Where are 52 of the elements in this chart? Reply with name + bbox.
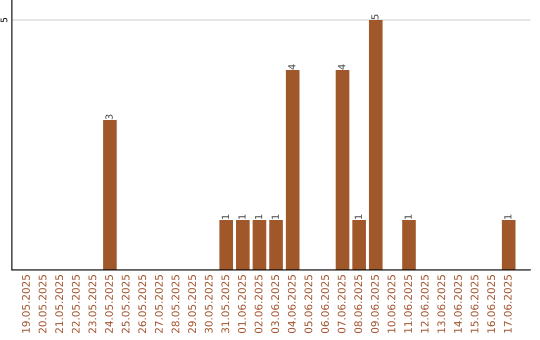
data-label: 1 (504, 214, 512, 219)
x-tick-label: 19.05.2025 (22, 275, 30, 333)
data-label: 5 (371, 14, 379, 20)
x-tick-label: 11.06.2025 (404, 275, 412, 333)
x-tick-label: 23.05.2025 (88, 275, 96, 334)
x-tick-label: 25.05.2025 (122, 275, 130, 334)
bar (352, 220, 366, 270)
bar (502, 220, 516, 270)
x-tick-label: 27.05.2025 (154, 275, 163, 334)
x-tick-label: 01.06.2025 (238, 275, 246, 334)
bar (252, 220, 266, 270)
x-tick-label: 13.06.2025 (437, 275, 446, 333)
bar (269, 220, 283, 270)
x-tick-label: 26.05.2025 (138, 275, 146, 334)
x-tick-label: 05.06.2025 (304, 275, 312, 334)
x-tick-label: 07.06.2025 (338, 275, 346, 334)
x-tick-label: 30.05.2025 (204, 275, 213, 333)
x-tick-label: 17.06.2025 (504, 275, 512, 333)
data-label: 4 (288, 64, 296, 70)
data-label: 3 (105, 114, 113, 120)
x-tick-label: 16.06.2025 (487, 275, 496, 333)
bar (402, 220, 416, 270)
bar (336, 70, 350, 270)
x-tick-label: 06.06.2025 (321, 275, 329, 334)
x-tick-label: 24.05.2025 (105, 275, 113, 334)
bar (236, 220, 250, 270)
data-label: 1 (354, 214, 362, 219)
x-tick-label: 29.05.2025 (188, 275, 196, 334)
x-tick-label: 04.06.2025 (288, 275, 296, 334)
x-tick-label: 14.06.2025 (454, 275, 462, 333)
bar (286, 70, 300, 270)
data-label: 1 (222, 214, 229, 219)
data-label: 1 (238, 214, 246, 219)
x-tick-label: 15.06.2025 (470, 275, 478, 333)
x-tick-label: 21.05.2025 (55, 275, 64, 334)
x-tick-label: 22.05.2025 (72, 275, 80, 334)
data-label: 1 (404, 214, 412, 219)
x-tick-label: 09.06.2025 (370, 275, 379, 334)
bar (368, 20, 383, 270)
data-label: 1 (272, 214, 279, 219)
data-label: 4 (338, 64, 346, 70)
bar (219, 220, 234, 270)
data-label: 1 (255, 214, 262, 219)
x-tick-label: 10.06.2025 (388, 275, 396, 333)
bar (103, 120, 117, 270)
x-tick-label: 02.06.2025 (254, 275, 262, 334)
x-tick-label: 03.06.2025 (271, 275, 280, 334)
x-tick-label: 12.06.2025 (420, 275, 429, 333)
x-tick-label: 08.06.2025 (354, 275, 362, 334)
x-tick-label: 20.05.2025 (38, 275, 46, 334)
x-tick-label: 28.05.2025 (172, 275, 180, 334)
x-tick-label: 31.05.2025 (221, 275, 230, 333)
